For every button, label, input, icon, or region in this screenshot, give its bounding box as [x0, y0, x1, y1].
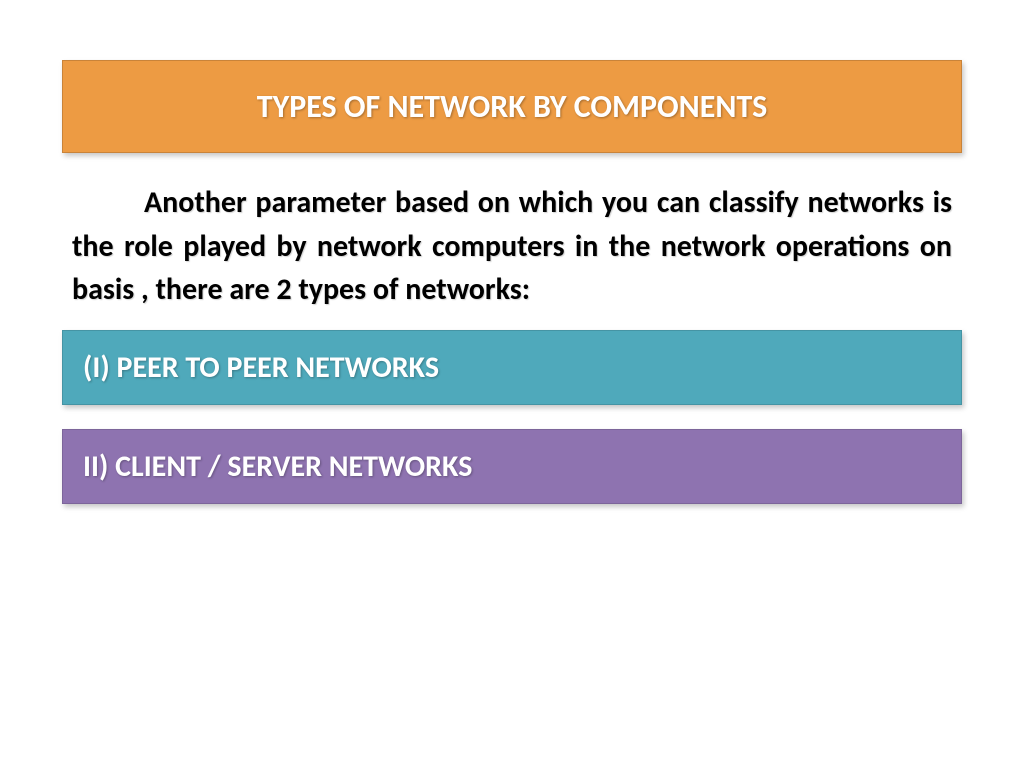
slide: TYPES OF NETWORK BY COMPONENTS Another p…	[0, 0, 1024, 768]
slide-title-bar: TYPES OF NETWORK BY COMPONENTS	[62, 60, 962, 153]
network-type-item-2: II) CLIENT / SERVER NETWORKS	[62, 429, 962, 504]
slide-body-text: Another parameter based on which you can…	[72, 181, 952, 312]
network-type-item-1: (I) PEER TO PEER NETWORKS	[62, 330, 962, 405]
